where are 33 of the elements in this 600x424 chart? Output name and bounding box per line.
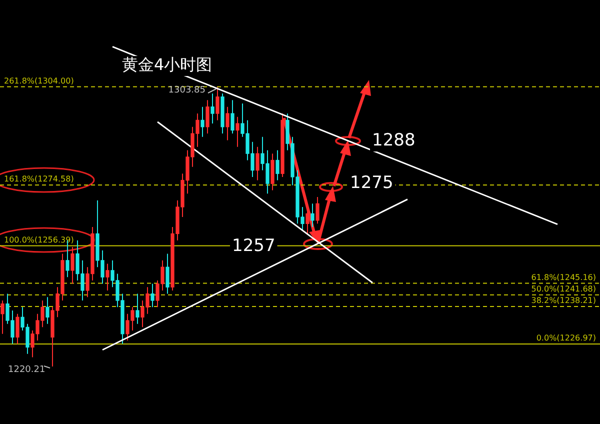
candlestick xyxy=(70,246,74,284)
ref-line-label: 61.8%(1245.16) xyxy=(531,272,596,282)
candlestick xyxy=(16,313,20,344)
candlestick xyxy=(46,296,50,324)
candlestick xyxy=(166,253,170,294)
candlestick xyxy=(276,150,280,181)
candlestick xyxy=(226,106,230,141)
ref-line-label: 161.8%(1274.58) xyxy=(4,174,74,184)
annotation: 1220.21 xyxy=(8,364,46,375)
candlestick xyxy=(310,203,314,228)
candlestick xyxy=(230,100,234,134)
candlestick xyxy=(306,210,310,234)
candlestick xyxy=(236,116,240,148)
annotation: 1275 xyxy=(350,173,394,194)
annotation: 1288 xyxy=(372,130,416,150)
ref-line-label: 50.0%(1241.68) xyxy=(531,284,596,294)
annotation: 1257 xyxy=(232,236,276,256)
candlestick xyxy=(0,300,4,334)
annotation: 1303.85 xyxy=(168,86,206,96)
candlestick xyxy=(136,293,140,324)
candlestick xyxy=(256,146,260,181)
candlestick xyxy=(216,86,220,121)
candlestick xyxy=(210,92,214,124)
candlestick xyxy=(106,263,110,291)
text: 黄金4小时图 xyxy=(122,55,212,74)
candlestick xyxy=(316,196,320,224)
ref-line-label: 0.0%(1226.97) xyxy=(536,334,596,343)
ref-line-label: 100.0%(1256.39) xyxy=(4,235,74,244)
ref-line-label: 261.8%(1304.00) xyxy=(4,76,74,86)
candlestick xyxy=(200,106,204,138)
candlestick xyxy=(206,100,210,134)
candlestick xyxy=(150,283,154,308)
ref-line-label: 38.2%(1238.21) xyxy=(531,296,596,306)
